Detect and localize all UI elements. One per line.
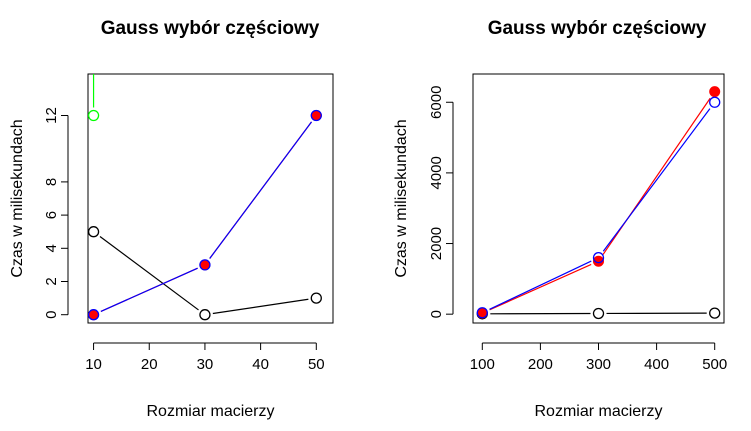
data-point — [199, 259, 211, 271]
data-point — [88, 109, 100, 122]
data-point — [88, 309, 100, 321]
plot-frame — [87, 73, 334, 324]
x-axis-label: Rozmiar macierzy — [534, 403, 662, 420]
y-tick-label: 12 — [43, 107, 60, 124]
x-tick-label: 10 — [85, 356, 102, 373]
chart-title: Gauss wybór częściowy — [101, 18, 320, 39]
x-tick-label: 200 — [528, 356, 553, 373]
data-point — [709, 86, 721, 98]
data-point — [88, 226, 100, 238]
y-tick-label: 6 — [43, 211, 60, 219]
series-segment — [212, 298, 309, 315]
chart-panel-2: Gauss wybór częściowy 100 200 300 400 500 0 200… — [393, 18, 727, 420]
y-tick-label: 4 — [43, 244, 60, 252]
x-axis-label: Rozmiar macierzy — [146, 403, 274, 420]
data-point — [476, 307, 488, 319]
x-tick-label: 500 — [702, 356, 727, 373]
y-tick-label: 2 — [43, 277, 60, 285]
x-tick-label: 100 — [470, 356, 495, 373]
data-point — [709, 96, 721, 108]
plot-area — [88, 74, 322, 321]
y-axis-label: Czas w milisekundach — [9, 119, 26, 277]
y-tick-label: 2000 — [428, 227, 445, 260]
series-segment — [100, 267, 198, 312]
x-tick-label: 30 — [197, 356, 214, 373]
plot-frame — [472, 73, 725, 324]
data-point — [593, 255, 604, 267]
chart-title: Gauss wybór częściowy — [488, 18, 707, 39]
series-2 — [476, 86, 721, 319]
series-segment — [99, 235, 199, 311]
series-segment — [602, 97, 711, 255]
series-2 — [88, 110, 322, 321]
series-1 — [476, 307, 721, 320]
plot-area — [476, 86, 721, 320]
data-point — [310, 109, 322, 122]
y-tick-label: 6000 — [428, 86, 445, 119]
chart-panel-1: Gauss wybór częściowy 10 20 30 40 50 0 2 4 6 8 12 Ro… — [9, 18, 334, 420]
series-1 — [88, 226, 322, 321]
x-tick-label: 300 — [586, 356, 611, 373]
data-point — [709, 307, 721, 319]
series-3 — [476, 96, 721, 319]
series-segment — [602, 108, 711, 252]
data-point — [310, 292, 322, 304]
y-axis-label: Czas w milisekundach — [393, 119, 410, 277]
series-segment — [209, 121, 312, 259]
x-tick-label: 50 — [308, 356, 325, 373]
y-tick-label: 4000 — [428, 156, 445, 189]
data-point — [592, 307, 605, 320]
data-point — [592, 252, 605, 264]
y-tick-label: 8 — [43, 178, 60, 186]
data-point — [199, 309, 211, 321]
x-tick-label: 20 — [141, 356, 158, 373]
y-tick-label: 0 — [43, 311, 60, 319]
x-tick-label: 400 — [644, 356, 669, 373]
series-segment — [489, 260, 592, 310]
y-tick-label: 0 — [428, 310, 445, 318]
series-3 — [88, 109, 322, 321]
x-tick-label: 40 — [252, 356, 269, 373]
series-segment — [489, 263, 592, 311]
series-4 — [88, 74, 100, 122]
